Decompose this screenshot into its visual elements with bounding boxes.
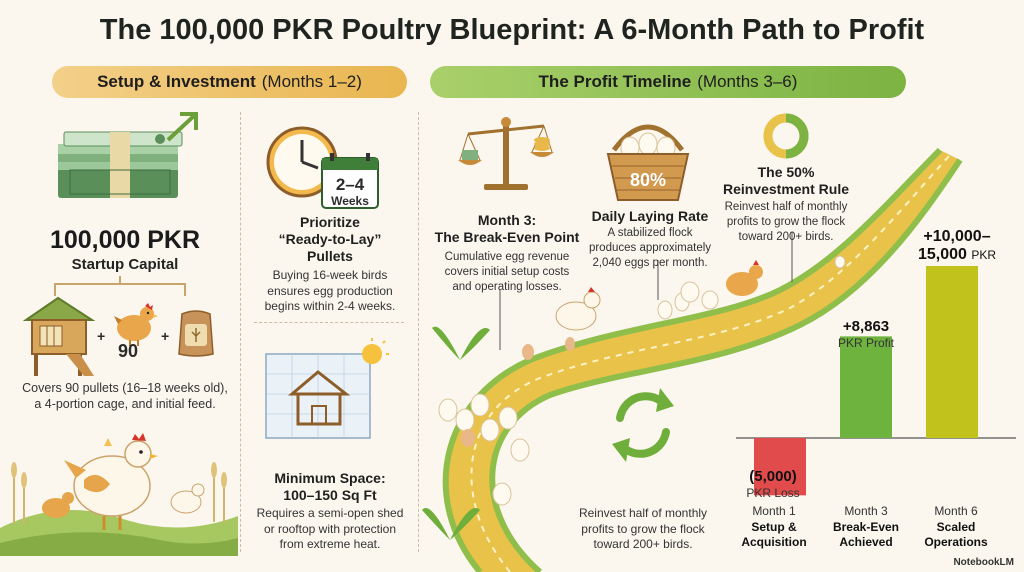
bracket-connector <box>54 276 186 296</box>
farm-scene-illustration <box>0 433 238 556</box>
bar-month-6 <box>926 266 978 438</box>
month6-title-line1: Scaled <box>936 519 976 534</box>
feed-bag-icon <box>178 310 214 357</box>
profit-header-months: (Months 3–6) <box>697 72 798 91</box>
breakeven-heading-line1: Month 3: <box>477 212 537 228</box>
pullets-text: Buying 16-week birds ensures egg product… <box>250 268 410 315</box>
laying-heading: Daily Laying Rate <box>591 208 709 224</box>
laying-rate-percent: 80% <box>629 170 667 190</box>
breakeven-text-line2: covers initial setup costs <box>444 265 570 278</box>
plus-sign-1: + <box>97 328 106 344</box>
brand-notebooklm: NotebookLM <box>953 557 1014 568</box>
space-text-line3: from extreme heat. <box>279 537 381 552</box>
laying-text-line1: A stabilized flock <box>607 227 693 239</box>
month6-value-line2: 15,000 PKR <box>912 246 1002 264</box>
growth-road-illustration <box>422 147 963 572</box>
column-divider-mid <box>418 112 419 552</box>
pullets-heading-line2: “Ready-to-Lay” <box>278 230 382 247</box>
reinvest-text: Reinvest half of monthly profits to grow… <box>716 200 856 245</box>
pullets-text-line1: Buying 16-week birds <box>272 268 388 282</box>
reinvest-text-line1: Reinvest half of monthly <box>724 201 848 213</box>
breakeven-text-line1: Cumulative egg revenue <box>444 251 570 263</box>
breakeven-heading: Month 3: The Break-Even Point <box>432 212 582 246</box>
laying-text: A stabilized flock produces approximatel… <box>580 226 720 271</box>
setup-section-header: Setup & Investment (Months 1–2) <box>52 66 407 98</box>
month1-label: Month 1 <box>752 504 796 518</box>
breakeven-text: Cumulative egg revenue covers initial se… <box>432 250 582 295</box>
reinvest-heading: The 50% Reinvestment Rule <box>716 164 856 198</box>
month6-axis-label: Month 6 Scaled Operations <box>914 504 998 551</box>
pullets-heading-line3: Pullets <box>307 247 353 264</box>
egg-basket-icon <box>606 124 690 201</box>
month3-title-line1: Break-Even <box>832 519 900 534</box>
month6-value: +10,000– 15,000 PKR <box>912 228 1002 265</box>
calendar-weeks-range: 2–4 <box>335 175 365 194</box>
profit-section-header: The Profit Timeline (Months 3–6) <box>430 66 906 98</box>
shed-blueprint-icon <box>265 338 389 439</box>
month1-axis-label: Month 1 Setup & Acquisition <box>736 504 812 551</box>
capital-desc-line1: Covers 90 pullets (16–18 weeks old), <box>22 381 228 395</box>
capital-description: Covers 90 pullets (16–18 weeks old), a 4… <box>14 380 236 413</box>
setup-header-months: (Months 1–2) <box>261 72 362 91</box>
space-text: Requires a semi-open shed or rooftop wit… <box>250 506 410 553</box>
breakeven-heading-line2: The Break-Even Point <box>434 228 580 245</box>
row-divider <box>254 322 404 323</box>
space-text-line1: Requires a semi-open shed <box>256 506 404 520</box>
profit-header-bold: The Profit Timeline <box>538 72 692 91</box>
month6-label: Month 6 <box>934 504 978 518</box>
chicken-coop-icon <box>22 296 96 376</box>
month6-value-number: 15,000 <box>917 246 967 264</box>
month6-title-line2: Operations <box>924 535 988 550</box>
reinvest-text-line2: profits to grow the flock <box>726 215 846 228</box>
page-title: The 100,000 PKR Poultry Blueprint: A 6-M… <box>99 14 925 46</box>
balance-scale-icon <box>458 117 554 190</box>
capital-desc-line2: a 4-portion cage, and initial feed. <box>34 397 216 412</box>
bar-month-1 <box>754 438 806 496</box>
pullets-text-line3: begins within 2-4 weeks. <box>264 299 396 314</box>
profit-bar-chart <box>736 266 1016 496</box>
reinvest-bottom-line1: Reinvest half of monthly <box>578 506 708 520</box>
column-divider-left <box>240 112 241 552</box>
space-text-line2: or rooftop with protection <box>263 521 397 536</box>
month6-value-line1: +10,000– <box>923 228 991 245</box>
month3-value: +8,863 <box>842 318 890 335</box>
reinvest-heading-line2: Reinvestment Rule <box>722 180 850 197</box>
pullets-text-line2: ensures egg production <box>267 283 393 298</box>
month3-label: Month 3 <box>844 504 888 518</box>
capital-amount: 100,000 PKR <box>49 226 201 254</box>
pullets-heading-line1: Prioritize <box>300 214 360 230</box>
month1-title-line1: Setup & <box>751 519 797 534</box>
fifty-percent-donut-icon <box>763 113 809 159</box>
space-heading: Minimum Space: 100–150 Sq Ft <box>250 470 410 504</box>
pullets-heading: Prioritize “Ready-to-Lay” Pullets <box>250 214 410 264</box>
pullet-count: 90 <box>118 341 139 361</box>
month3-unit: PKR Profit <box>837 336 894 350</box>
month3-axis-label: Month 3 Break-Even Achieved <box>826 504 906 551</box>
breakeven-text-line3: and operating losses. <box>452 280 562 293</box>
month1-unit: PKR Loss <box>746 486 800 500</box>
laying-text-line2: produces approximately <box>588 241 712 254</box>
month6-unit: PKR <box>971 248 997 263</box>
reinvest-text-line3: toward 200+ birds. <box>738 230 834 243</box>
laying-text-line3: 2,040 eggs per month. <box>592 256 708 269</box>
bar-month-3 <box>840 336 892 438</box>
calendar-weeks-label: Weeks <box>331 194 369 208</box>
month1-title-line2: Acquisition <box>741 535 807 550</box>
clock-calendar-icon <box>266 126 379 209</box>
reinvest-bottom-line2: profits to grow the flock <box>581 521 705 536</box>
reinvest-bottom-text: Reinvest half of monthly profits to grow… <box>568 506 718 553</box>
space-heading-line1: Minimum Space: <box>274 470 386 486</box>
month3-title-line2: Achieved <box>839 535 893 550</box>
month1-value: (5,000) <box>749 468 797 485</box>
plus-sign-2: + <box>161 328 170 344</box>
space-heading-line2: 100–150 Sq Ft <box>283 486 377 503</box>
hen-icon <box>114 303 158 346</box>
money-stack-icon <box>58 112 198 198</box>
reinvest-heading-line1: The 50% <box>757 164 815 180</box>
setup-header-bold: Setup & Investment <box>97 72 256 91</box>
capital-label: Startup Capital <box>71 256 179 273</box>
reinvest-bottom-line3: toward 200+ birds. <box>593 537 693 552</box>
